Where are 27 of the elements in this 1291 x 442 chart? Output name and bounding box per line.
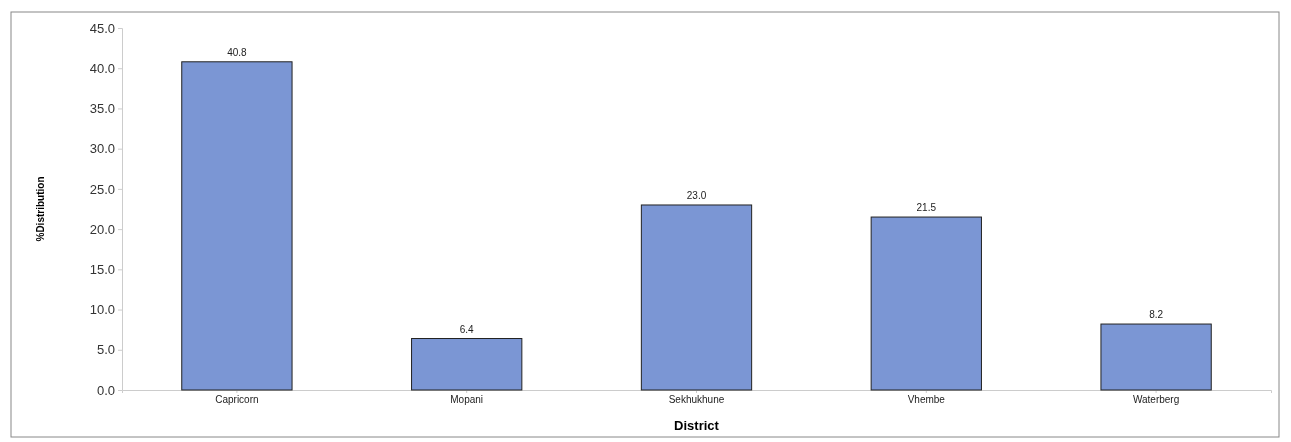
y-tick-label: 5.0 [96,342,115,358]
bar [640,204,753,391]
y-tick-label: 35.0 [89,101,115,117]
x-tick-label: Capricorn [215,394,259,406]
data-label: 8.2 [1149,309,1164,321]
y-tick-label: 30.0 [89,141,115,157]
bar [870,216,982,391]
x-tick-label: Sekhukhune [668,394,725,406]
y-tick-label: 40.0 [89,60,115,76]
y-tick-label: 0.0 [96,382,115,398]
data-label: 6.4 [459,323,475,335]
y-tick-label: 45.0 [89,20,115,36]
y-tick-label: 25.0 [89,181,115,197]
y-axis-title: %Distribution [35,176,46,242]
x-axis-title: District [674,418,720,433]
y-tick-label: 15.0 [89,261,115,277]
bar [411,338,523,391]
bar [1100,323,1212,391]
data-label: 40.8 [227,46,248,58]
data-label: 23.0 [686,189,707,201]
data-label: 21.5 [916,202,937,214]
y-tick-label: 20.0 [89,221,115,237]
x-tick-label: Waterberg [1132,394,1180,406]
x-tick-label: Vhembe [907,394,946,406]
x-tick-label: Mopani [450,394,484,406]
y-tick-label: 10.0 [89,302,115,318]
bar [181,61,293,391]
